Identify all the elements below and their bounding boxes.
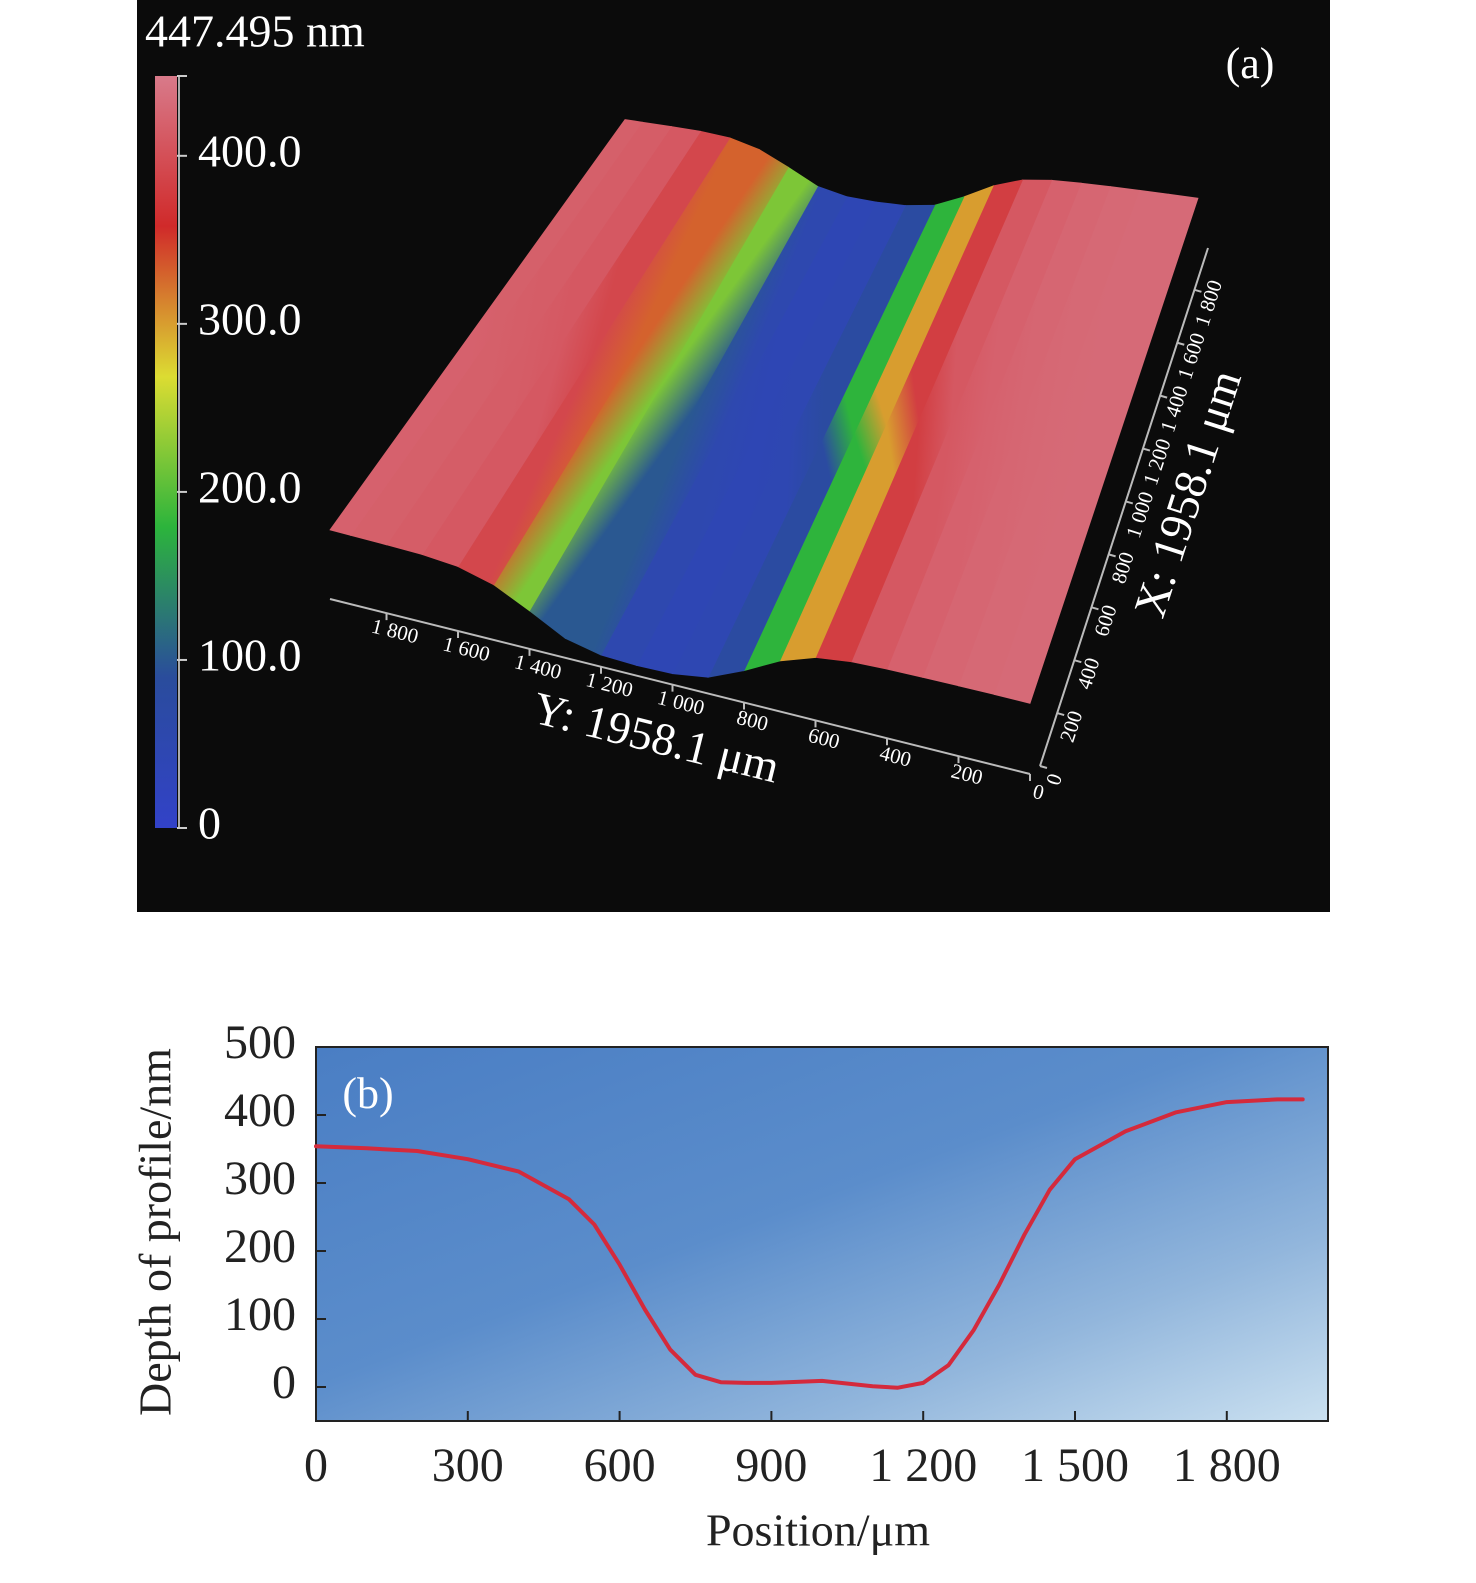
x-axis-tick [1056, 712, 1065, 717]
x-axis-tick [1142, 447, 1151, 452]
x-tick-label: 1 500 [1021, 1439, 1129, 1492]
x-tick-label: 1 200 [869, 1439, 977, 1492]
x-tick-label: 1 800 [1173, 1439, 1281, 1492]
x-axis-tick [1108, 553, 1116, 558]
panel-b-label: (b) [342, 1069, 393, 1118]
y-tick-label: 300 [224, 1152, 296, 1205]
colorbar-tick-label: 200.0 [198, 461, 302, 512]
colorbar-tick-label: 0 [198, 798, 221, 849]
x-axis-tick [1177, 341, 1185, 346]
colorbar-tick-label: 100.0 [198, 630, 302, 681]
y-tick-label: 0 [272, 1356, 296, 1409]
plot-area [315, 1046, 1329, 1422]
x-axis-tick [1159, 394, 1168, 399]
x-axis-tick [1194, 288, 1202, 293]
y-tick-label: 200 [224, 1220, 296, 1273]
y-tick-label: 500 [224, 1016, 296, 1069]
surface-strip [329, 119, 643, 536]
colorbar-tick-label: 447.495 nm [145, 6, 365, 57]
y-tick-label: 100 [224, 1288, 296, 1341]
colorbar [155, 76, 177, 828]
panel-a-label: (a) [1226, 39, 1275, 88]
x-axis-tick [1074, 659, 1082, 664]
x-axis-title: Position/μm [706, 1505, 930, 1556]
profile-line [314, 1097, 1305, 1390]
colorbar-tick-label: 300.0 [198, 293, 302, 344]
x-tick-label: 0 [304, 1439, 328, 1492]
colorbar-tick-label: 400.0 [198, 125, 302, 176]
x-tick-label: 300 [432, 1439, 504, 1492]
x-axis-line [1039, 247, 1209, 767]
x-tick-label: 900 [735, 1439, 807, 1492]
x-axis-tick [1091, 606, 1099, 611]
y-tick-label: 400 [224, 1084, 296, 1137]
x-axis-tick [1125, 500, 1134, 505]
x-tick-label: 600 [584, 1439, 656, 1492]
x-axis-tick [1039, 765, 1048, 769]
y-axis-title: Depth of profile/nm [130, 1048, 181, 1416]
y-axis-line [329, 598, 1031, 775]
